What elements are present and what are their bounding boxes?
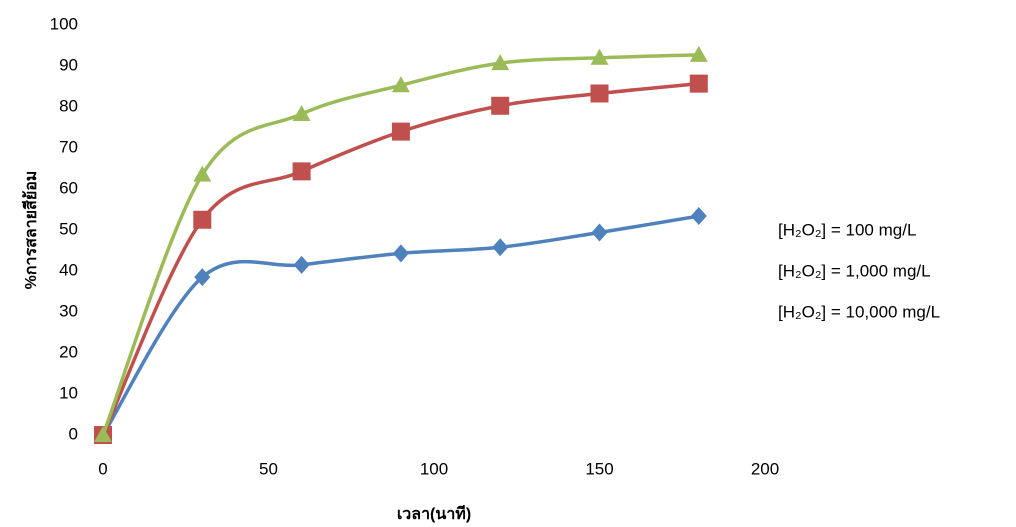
y-tick-label: 40 (59, 260, 78, 279)
legend-label: [H₂O₂] = 10,000 mg/L (778, 302, 940, 321)
marker (491, 54, 510, 71)
marker (491, 96, 510, 115)
marker (391, 122, 410, 141)
y-tick-label: 20 (59, 342, 78, 361)
marker (293, 255, 310, 274)
marker (591, 223, 608, 242)
x-axis-title: เวลา(นาที) (397, 504, 471, 523)
y-tick-label: 10 (59, 383, 78, 402)
y-tick-label: 90 (59, 55, 78, 74)
x-tick-label: 200 (751, 459, 779, 478)
legend-label: [H₂O₂] = 1,000 mg/L (778, 261, 931, 280)
y-tick-label: 60 (59, 178, 78, 197)
x-tick-label: 150 (585, 459, 613, 478)
x-tick-label: 0 (98, 459, 107, 478)
marker (690, 207, 707, 226)
marker (392, 244, 409, 263)
marker (94, 426, 112, 442)
marker (292, 104, 311, 121)
y-tick-label: 70 (59, 137, 78, 156)
marker (492, 238, 509, 257)
marker (193, 165, 212, 182)
series-line (101, 53, 699, 436)
legend-label: [H₂O₂] = 100 mg/L (778, 220, 916, 239)
marker (689, 45, 708, 62)
y-tick-label: 50 (59, 219, 78, 238)
x-tick-label: 50 (259, 459, 278, 478)
y-tick-label: 80 (59, 96, 78, 115)
x-tick-label: 100 (420, 459, 448, 478)
marker (391, 76, 410, 93)
y-tick-label: 100 (50, 14, 78, 33)
marker (590, 48, 609, 65)
marker (292, 162, 311, 181)
y-tick-label: 0 (69, 424, 78, 443)
y-tick-label: 30 (59, 301, 78, 320)
y-axis-title: %การสลายสีย้อม (21, 171, 40, 290)
marker (590, 84, 609, 103)
marker (689, 74, 708, 93)
marker (194, 268, 211, 287)
marker (193, 210, 212, 229)
